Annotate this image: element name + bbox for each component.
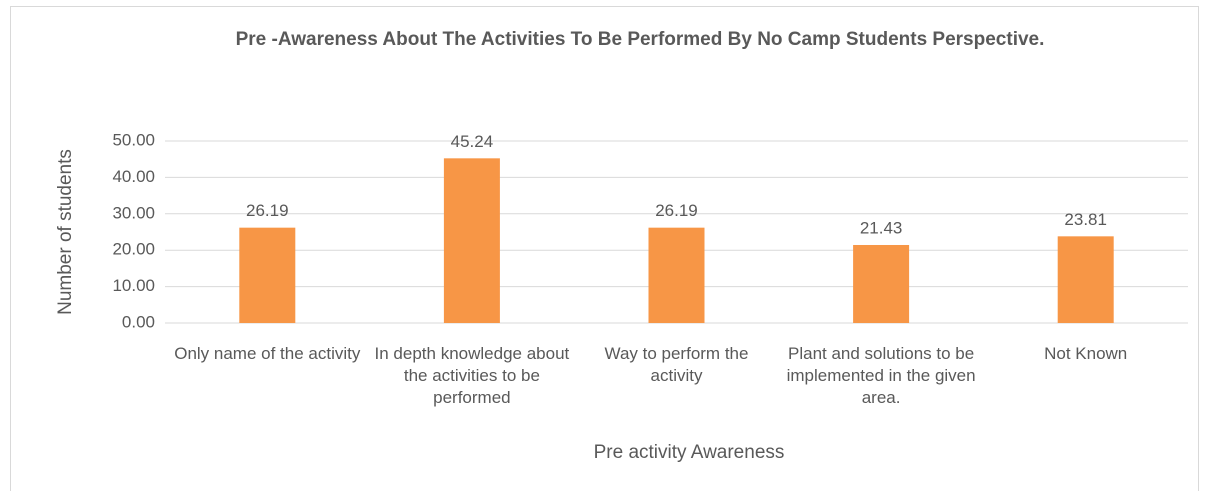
x-tick-label: In depth knowledge about the activities … xyxy=(374,344,570,407)
x-tick-label: Only name of the activity xyxy=(174,344,361,363)
x-tick-label: Plant and solutions to be implemented in… xyxy=(786,344,976,407)
bar xyxy=(443,158,500,323)
bar xyxy=(239,227,296,323)
y-tick-label: 20.00 xyxy=(112,240,155,259)
bar xyxy=(853,244,910,323)
y-axis-title: Number of students xyxy=(55,149,76,315)
y-tick-label: 30.00 xyxy=(112,203,155,222)
value-label: 26.19 xyxy=(655,201,698,220)
value-label: 26.19 xyxy=(246,201,289,220)
y-tick-label: 10.00 xyxy=(112,276,155,295)
bar xyxy=(1057,236,1114,323)
y-tick-label: 50.00 xyxy=(112,130,155,149)
value-label: 23.81 xyxy=(1064,210,1107,229)
bar xyxy=(648,227,705,323)
x-axis-title: Pre activity Awareness xyxy=(594,442,785,463)
chart-border xyxy=(10,6,1199,491)
value-label: 21.43 xyxy=(860,218,903,237)
x-tick-label: Not Known xyxy=(1044,344,1128,363)
chart-title: Pre -Awareness About The Activities To B… xyxy=(235,29,1045,50)
x-tick-label: Way to perform the activity xyxy=(604,344,749,385)
value-label: 45.24 xyxy=(451,132,494,151)
y-tick-label: 40.00 xyxy=(112,167,155,186)
y-tick-label: 0.00 xyxy=(122,312,155,331)
